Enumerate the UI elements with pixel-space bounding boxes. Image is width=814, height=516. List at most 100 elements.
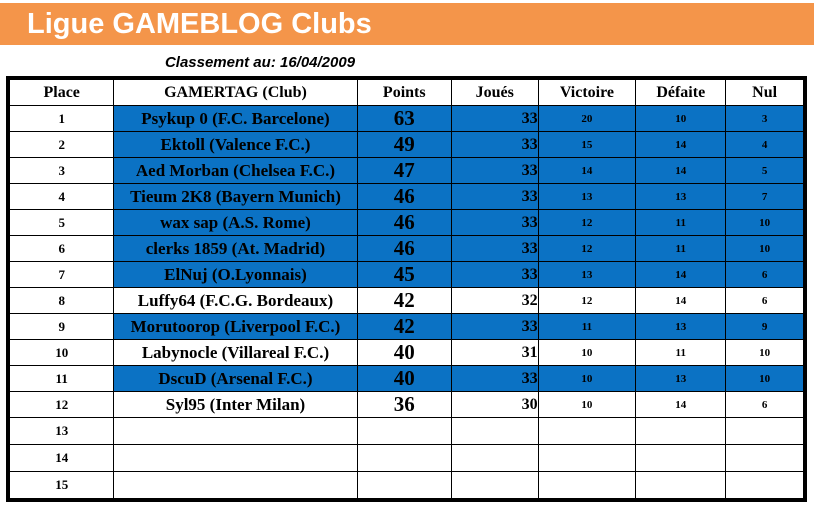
cell-nul: 6 <box>725 261 804 288</box>
cell-gamertag: DscuD (Arsenal F.C.) <box>113 365 358 392</box>
cell-gamertag: Psykup 0 (F.C. Barcelone) <box>113 105 358 132</box>
cell-victoire: 11 <box>537 313 637 340</box>
cell-nul <box>725 471 804 499</box>
table-row[interactable]: 14 <box>8 444 804 472</box>
cell-place: 12 <box>8 391 115 418</box>
table-row[interactable]: 15 <box>8 471 804 499</box>
cell-points: 42 <box>356 313 452 340</box>
ranking-date-label: Classement au: 16/04/2009 <box>164 53 356 71</box>
table-header-row: Place GAMERTAG (Club) Points Joués Victo… <box>8 79 804 106</box>
title-banner: Ligue GAMEBLOG Clubs <box>0 3 814 45</box>
cell-points: 47 <box>356 157 452 184</box>
column-header-nul[interactable]: Nul <box>725 79 804 106</box>
column-header-defaite[interactable]: Défaite <box>635 79 727 106</box>
cell-defaite: 11 <box>635 235 727 262</box>
table-row[interactable]: 6 clerks 1859 (At. Madrid) 46 33 12 11 10 <box>8 235 804 262</box>
cell-points: 46 <box>356 209 452 236</box>
column-header-place[interactable]: Place <box>8 79 115 106</box>
column-header-points[interactable]: Points <box>356 79 452 106</box>
cell-joues: 33 <box>450 313 539 340</box>
cell-joues: 33 <box>450 209 539 236</box>
column-header-joues[interactable]: Joués <box>450 79 539 106</box>
cell-joues: 33 <box>450 183 539 210</box>
cell-defaite: 14 <box>635 131 727 158</box>
cell-nul: 10 <box>725 365 804 392</box>
cell-points: 46 <box>356 183 452 210</box>
cell-defaite: 14 <box>635 157 727 184</box>
cell-defaite: 11 <box>635 209 727 236</box>
cell-joues: 32 <box>450 287 539 314</box>
table-row[interactable]: 12 Syl95 (Inter Milan) 36 30 10 14 6 <box>8 391 804 418</box>
cell-victoire: 10 <box>537 365 637 392</box>
cell-victoire <box>537 444 637 472</box>
cell-place: 6 <box>8 235 115 262</box>
cell-gamertag <box>113 417 358 445</box>
page-title: Ligue GAMEBLOG Clubs <box>27 8 372 40</box>
cell-place: 1 <box>8 105 115 132</box>
table-row[interactable]: 2 Ektoll (Valence F.C.) 49 33 15 14 4 <box>8 131 804 158</box>
table-row[interactable]: 9 Morutoorop (Liverpool F.C.) 42 33 11 13 9 <box>8 313 804 340</box>
cell-place: 2 <box>8 131 115 158</box>
table-row[interactable]: 4 Tieum 2K8 (Bayern Munich) 46 33 13 13 7 <box>8 183 804 210</box>
cell-nul: 9 <box>725 313 804 340</box>
cell-gamertag: wax sap (A.S. Rome) <box>113 209 358 236</box>
table-row[interactable]: 5 wax sap (A.S. Rome) 46 33 12 11 10 <box>8 209 804 236</box>
cell-joues <box>450 471 539 499</box>
cell-victoire: 20 <box>537 105 637 132</box>
cell-nul: 10 <box>725 209 804 236</box>
table-row[interactable]: 1 Psykup 0 (F.C. Barcelone) 63 33 20 10 3 <box>8 105 804 132</box>
cell-gamertag: Syl95 (Inter Milan) <box>113 391 358 418</box>
cell-gamertag <box>113 444 358 472</box>
column-header-gamertag[interactable]: GAMERTAG (Club) <box>113 79 358 106</box>
cell-joues: 33 <box>450 261 539 288</box>
cell-joues: 33 <box>450 105 539 132</box>
cell-nul: 4 <box>725 131 804 158</box>
table-row[interactable]: 7 ElNuj (O.Lyonnais) 45 33 13 14 6 <box>8 261 804 288</box>
cell-place: 7 <box>8 261 115 288</box>
cell-defaite: 11 <box>635 339 727 366</box>
cell-gamertag: Ektoll (Valence F.C.) <box>113 131 358 158</box>
cell-nul: 10 <box>725 235 804 262</box>
cell-points: 45 <box>356 261 452 288</box>
cell-place: 9 <box>8 313 115 340</box>
cell-defaite: 14 <box>635 261 727 288</box>
cell-points: 40 <box>356 339 452 366</box>
cell-nul: 7 <box>725 183 804 210</box>
cell-gamertag: Luffy64 (F.C.G. Bordeaux) <box>113 287 358 314</box>
cell-nul <box>725 444 804 472</box>
cell-points <box>356 471 452 499</box>
cell-gamertag: Aed Morban (Chelsea F.C.) <box>113 157 358 184</box>
cell-place: 11 <box>8 365 115 392</box>
cell-place: 15 <box>8 471 115 499</box>
cell-points <box>356 444 452 472</box>
column-header-victoire[interactable]: Victoire <box>537 79 637 106</box>
cell-defaite: 13 <box>635 183 727 210</box>
cell-victoire: 14 <box>537 157 637 184</box>
cell-joues: 33 <box>450 131 539 158</box>
cell-place: 3 <box>8 157 115 184</box>
cell-joues: 33 <box>450 235 539 262</box>
cell-victoire <box>537 471 637 499</box>
table-row[interactable]: 13 <box>8 417 804 445</box>
cell-points: 46 <box>356 235 452 262</box>
cell-place: 8 <box>8 287 115 314</box>
cell-nul <box>725 417 804 445</box>
table-row[interactable]: 8 Luffy64 (F.C.G. Bordeaux) 42 32 12 14 6 <box>8 287 804 314</box>
cell-points: 49 <box>356 131 452 158</box>
table-row[interactable]: 10 Labynocle (Villareal F.C.) 40 31 10 11 10 <box>8 339 804 366</box>
cell-nul: 3 <box>725 105 804 132</box>
table-row[interactable]: 11 DscuD (Arsenal F.C.) 40 33 10 13 10 <box>8 365 804 392</box>
cell-victoire: 12 <box>537 209 637 236</box>
cell-nul: 5 <box>725 157 804 184</box>
cell-nul: 6 <box>725 391 804 418</box>
cell-defaite <box>635 444 727 472</box>
cell-place: 4 <box>8 183 115 210</box>
table-row[interactable]: 3 Aed Morban (Chelsea F.C.) 47 33 14 14 5 <box>8 157 804 184</box>
cell-victoire: 10 <box>537 391 637 418</box>
cell-points: 63 <box>356 105 452 132</box>
cell-joues: 30 <box>450 391 539 418</box>
cell-joues: 33 <box>450 365 539 392</box>
cell-place: 13 <box>8 417 115 445</box>
cell-joues <box>450 444 539 472</box>
